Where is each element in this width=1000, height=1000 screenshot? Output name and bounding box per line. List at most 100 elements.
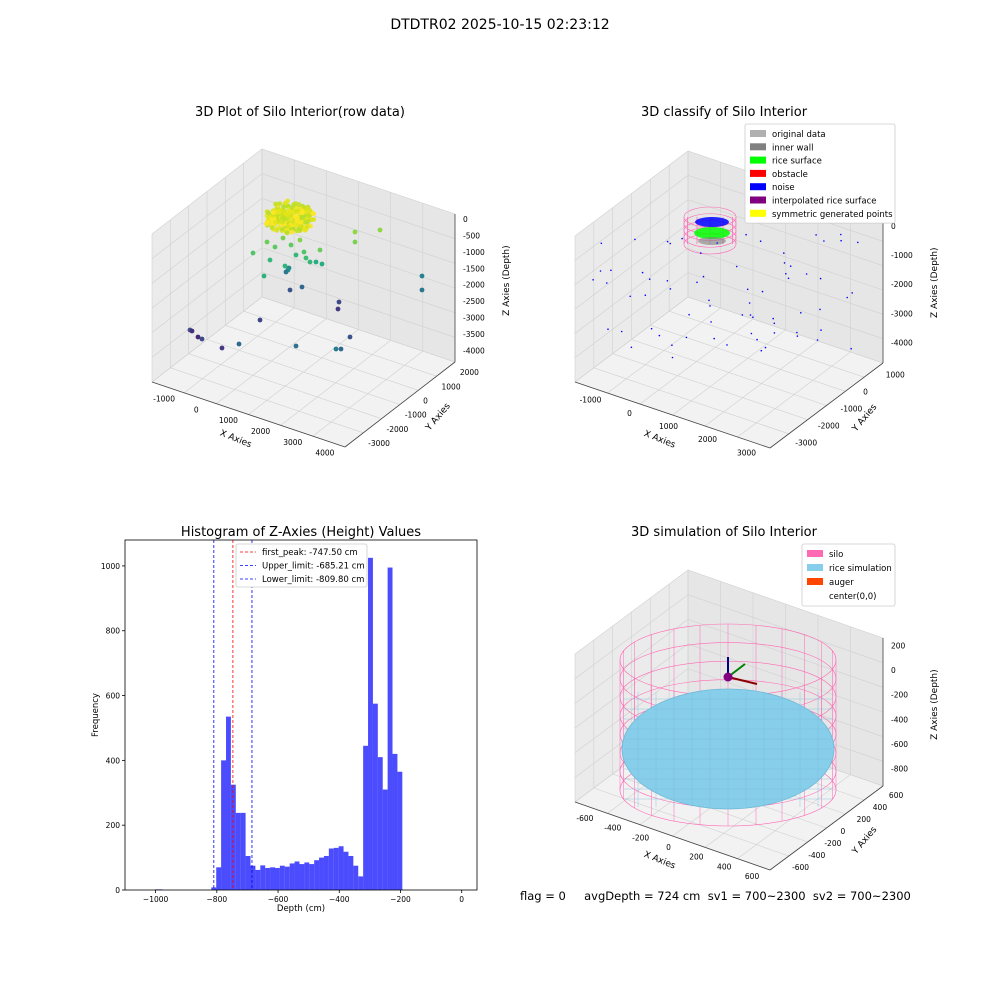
histogram-bar <box>245 855 251 890</box>
noise-point <box>716 242 718 244</box>
noise-point <box>800 312 802 314</box>
x-tick-label: 1000 <box>219 416 238 425</box>
noise-point <box>641 271 644 274</box>
x-tick-label: 0 <box>666 843 671 852</box>
data-point <box>300 210 305 216</box>
noise-point <box>741 314 744 316</box>
plot-frame <box>124 539 478 891</box>
z-tick-label: -600 <box>891 740 908 749</box>
z-tick-label: -4000 <box>463 346 485 355</box>
histogram-bar <box>372 703 378 890</box>
data-point <box>303 255 309 261</box>
histogram-bar <box>226 716 231 890</box>
data-point <box>419 273 425 279</box>
z-tick-label: -400 <box>891 715 908 724</box>
y-tick-label: 1000 <box>442 382 461 391</box>
y-tick-label: -3000 <box>795 439 817 448</box>
histogram-bar <box>260 865 266 890</box>
data-point <box>297 237 303 243</box>
data-point <box>338 346 344 352</box>
z-tick-label: -200 <box>891 691 908 700</box>
data-point <box>257 317 263 323</box>
data-point <box>377 227 383 233</box>
z-axis-label: Z Axies (Depth) <box>930 669 940 740</box>
z-tick-label: -1000 <box>463 248 485 257</box>
legend-swatch <box>750 209 766 217</box>
legend-box <box>235 543 368 588</box>
noise-point <box>840 233 842 236</box>
data-point <box>288 242 294 248</box>
noise-point <box>745 233 747 236</box>
z-tick-label: -2500 <box>463 297 485 306</box>
noise-point <box>746 288 749 291</box>
noise-point <box>726 344 728 346</box>
noise-point <box>783 262 786 264</box>
histogram-bar <box>216 867 222 890</box>
noise-point <box>620 330 623 333</box>
y-tick-label: -400 <box>808 851 825 860</box>
noise-point <box>787 277 790 280</box>
histogram-bar <box>392 753 398 890</box>
histogram-bar <box>353 865 359 890</box>
data-point <box>307 259 313 265</box>
noise-point <box>713 337 715 340</box>
data-point <box>317 247 323 253</box>
noise-point <box>805 273 808 275</box>
data-point <box>286 224 291 230</box>
y-tick-label: 0 <box>841 827 846 836</box>
noise-point <box>846 296 848 299</box>
z-axis-label: Z Axies (Depth) <box>502 245 512 316</box>
x-axis-line <box>151 381 346 448</box>
x-tick-label: −600 <box>268 895 289 904</box>
x-tick-label: −200 <box>390 895 411 904</box>
data-point <box>311 217 317 222</box>
data-point <box>287 287 293 293</box>
data-point <box>199 336 205 342</box>
data-point <box>299 284 305 290</box>
noise-point <box>785 273 787 275</box>
z-tick-label: -800 <box>891 765 908 774</box>
data-point <box>289 205 295 210</box>
y-axis-label: Frequency <box>91 693 101 737</box>
z-tick-label: -2000 <box>891 280 913 289</box>
data-point <box>272 244 278 250</box>
legend-swatch <box>750 183 766 191</box>
y-axis-label: Y Axies <box>424 401 453 433</box>
histogram-bar <box>230 784 236 890</box>
data-point <box>274 227 280 233</box>
z-tick-label: 200 <box>891 641 906 650</box>
raw-data-3d-plot: 3D Plot of Silo Interior(row data) -1000 0… <box>151 105 512 458</box>
data-point <box>294 214 300 220</box>
legend-label: first_peak: -747.50 cm <box>262 548 358 558</box>
noise-point <box>630 346 633 349</box>
data-point <box>195 334 201 340</box>
noise-point <box>850 347 852 350</box>
noise-point <box>783 252 785 254</box>
rice-surface-cluster <box>694 227 730 239</box>
legend-box <box>744 123 896 224</box>
legend-label: Lower_limit: -809.80 cm <box>262 575 364 585</box>
noise-point <box>669 288 672 290</box>
data-point <box>269 225 275 231</box>
data-point <box>250 250 256 256</box>
figure-title: DTDTR02 2025-10-15 02:23:12 <box>390 17 610 33</box>
y-tick-label: -1000 <box>405 411 427 420</box>
z-tick-label: -500 <box>463 231 480 240</box>
chart-title: 3D classify of Silo Interior <box>641 105 808 120</box>
x-tick-label: -200 <box>632 833 649 842</box>
data-point <box>311 211 316 217</box>
histogram-bar <box>235 812 241 890</box>
noise-point <box>599 270 602 272</box>
histogram-bar <box>314 860 320 890</box>
z-tick-label: -4000 <box>891 339 913 348</box>
data-point <box>236 341 242 347</box>
legend-swatch <box>750 143 766 151</box>
noise-point <box>666 280 669 282</box>
x-tick-label: 1000 <box>659 422 678 431</box>
x-tick-label: 4000 <box>315 449 334 458</box>
data-point <box>189 328 195 334</box>
y-tick-label: 1000 <box>886 371 905 380</box>
data-point <box>419 287 425 293</box>
x-tick-label: 200 <box>689 853 704 862</box>
z-tick-label: -3500 <box>463 330 485 339</box>
